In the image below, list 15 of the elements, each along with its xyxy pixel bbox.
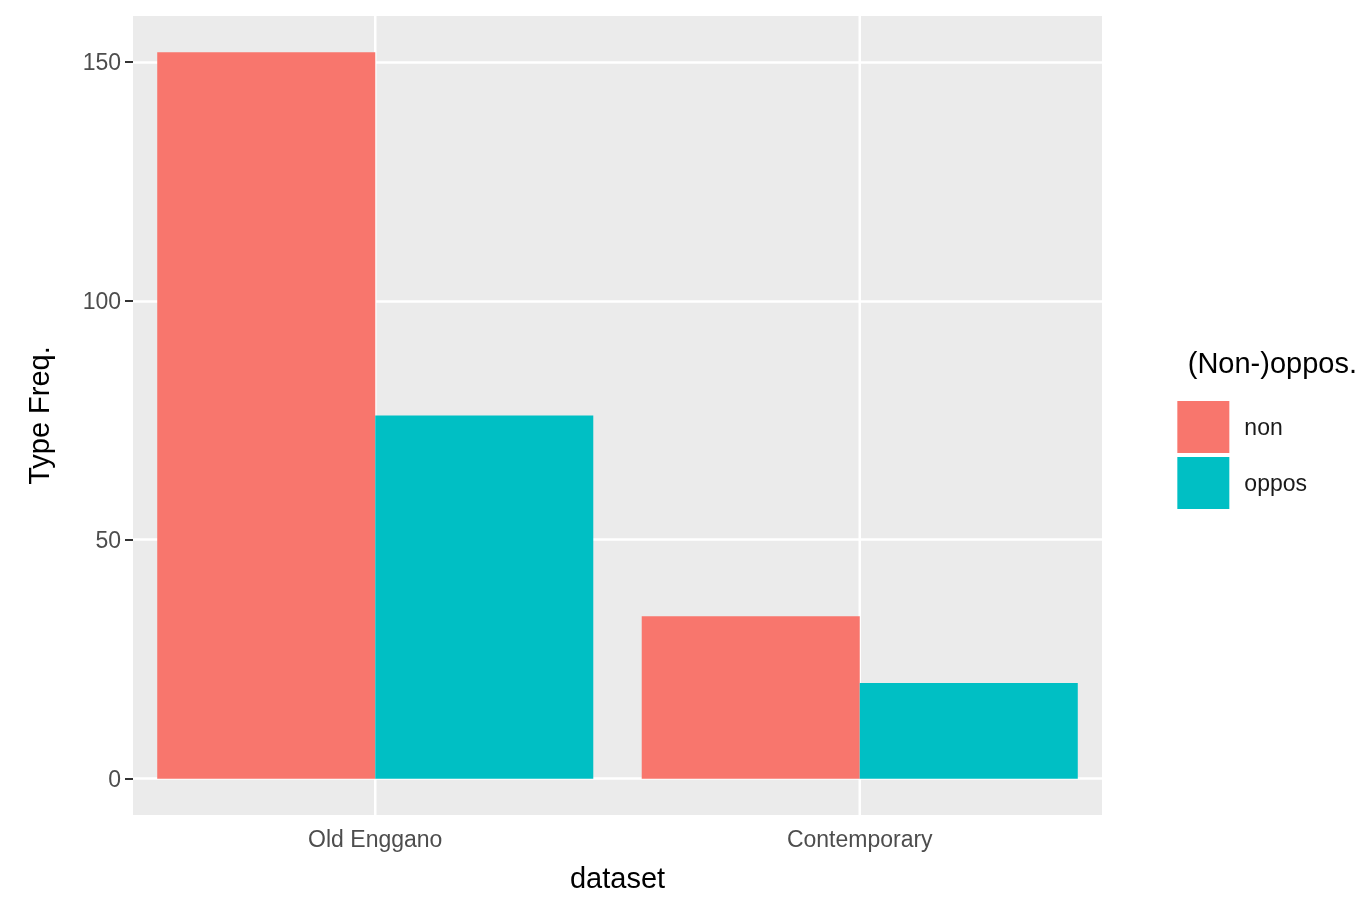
bar bbox=[641, 616, 860, 779]
bar bbox=[157, 52, 376, 779]
y-axis-title: Type Freq. bbox=[22, 346, 55, 485]
legend-title: (Non-)oppos. bbox=[1187, 346, 1358, 379]
legend-label: non bbox=[1244, 414, 1283, 440]
x-tick-label: Old Enggano bbox=[308, 825, 443, 852]
x-axis-title: dataset bbox=[569, 861, 666, 894]
y-tick-label: 100 bbox=[82, 287, 121, 314]
y-tick-label: 150 bbox=[82, 48, 121, 75]
y-tick-label: 50 bbox=[95, 526, 121, 553]
bar bbox=[375, 415, 594, 779]
x-tick-label: Contemporary bbox=[786, 825, 934, 852]
legend-label: oppos bbox=[1244, 470, 1308, 496]
bar bbox=[859, 683, 1078, 779]
y-tick-label: 0 bbox=[108, 765, 121, 792]
